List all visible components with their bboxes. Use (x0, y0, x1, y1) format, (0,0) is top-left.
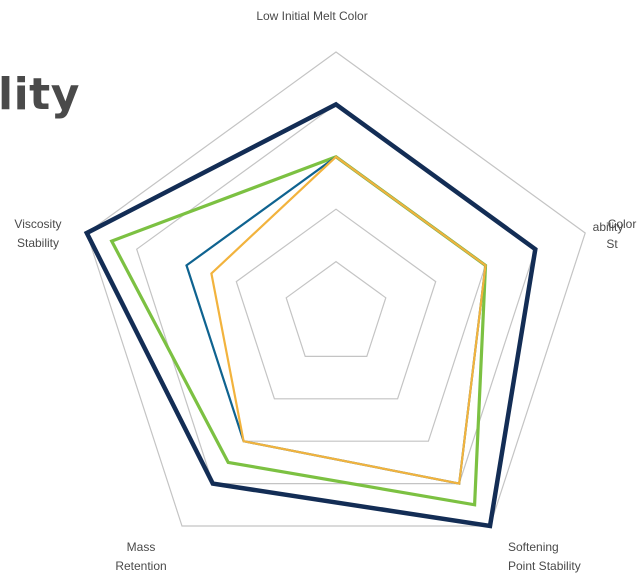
radar-series-1 (83, 101, 538, 529)
axis-label-5-line-1: Viscosity (14, 217, 61, 231)
axis-label-1-line-1: Low Initial Melt Color (256, 9, 367, 23)
axis-label-4-line-2: Retention (115, 559, 166, 573)
axis-label-3-line-2: Point Stability (508, 559, 581, 573)
grid-ring-1 (285, 260, 387, 357)
grid-ring-2 (235, 208, 437, 400)
axis-label-2-line-1: Color (608, 217, 637, 231)
radar-series-3 (185, 155, 487, 485)
axis-label-5-line-2: Stability (17, 236, 59, 250)
radar-series-4 (210, 155, 487, 485)
axis-label-4-line-1: Mass (127, 540, 156, 554)
radar-grid (86, 51, 586, 527)
page-title-fragment: lity (0, 69, 80, 120)
axis-label-3-line-1: Softening (508, 540, 559, 554)
axis-label-2-line-2: St (606, 237, 618, 251)
axis-label-2-line-3: ability (593, 220, 624, 234)
radar-axis-labels: Low Initial Melt ColorColorStabilitySoft… (14, 9, 636, 573)
grid-ring-5 (86, 51, 586, 527)
radar-series (83, 101, 538, 529)
